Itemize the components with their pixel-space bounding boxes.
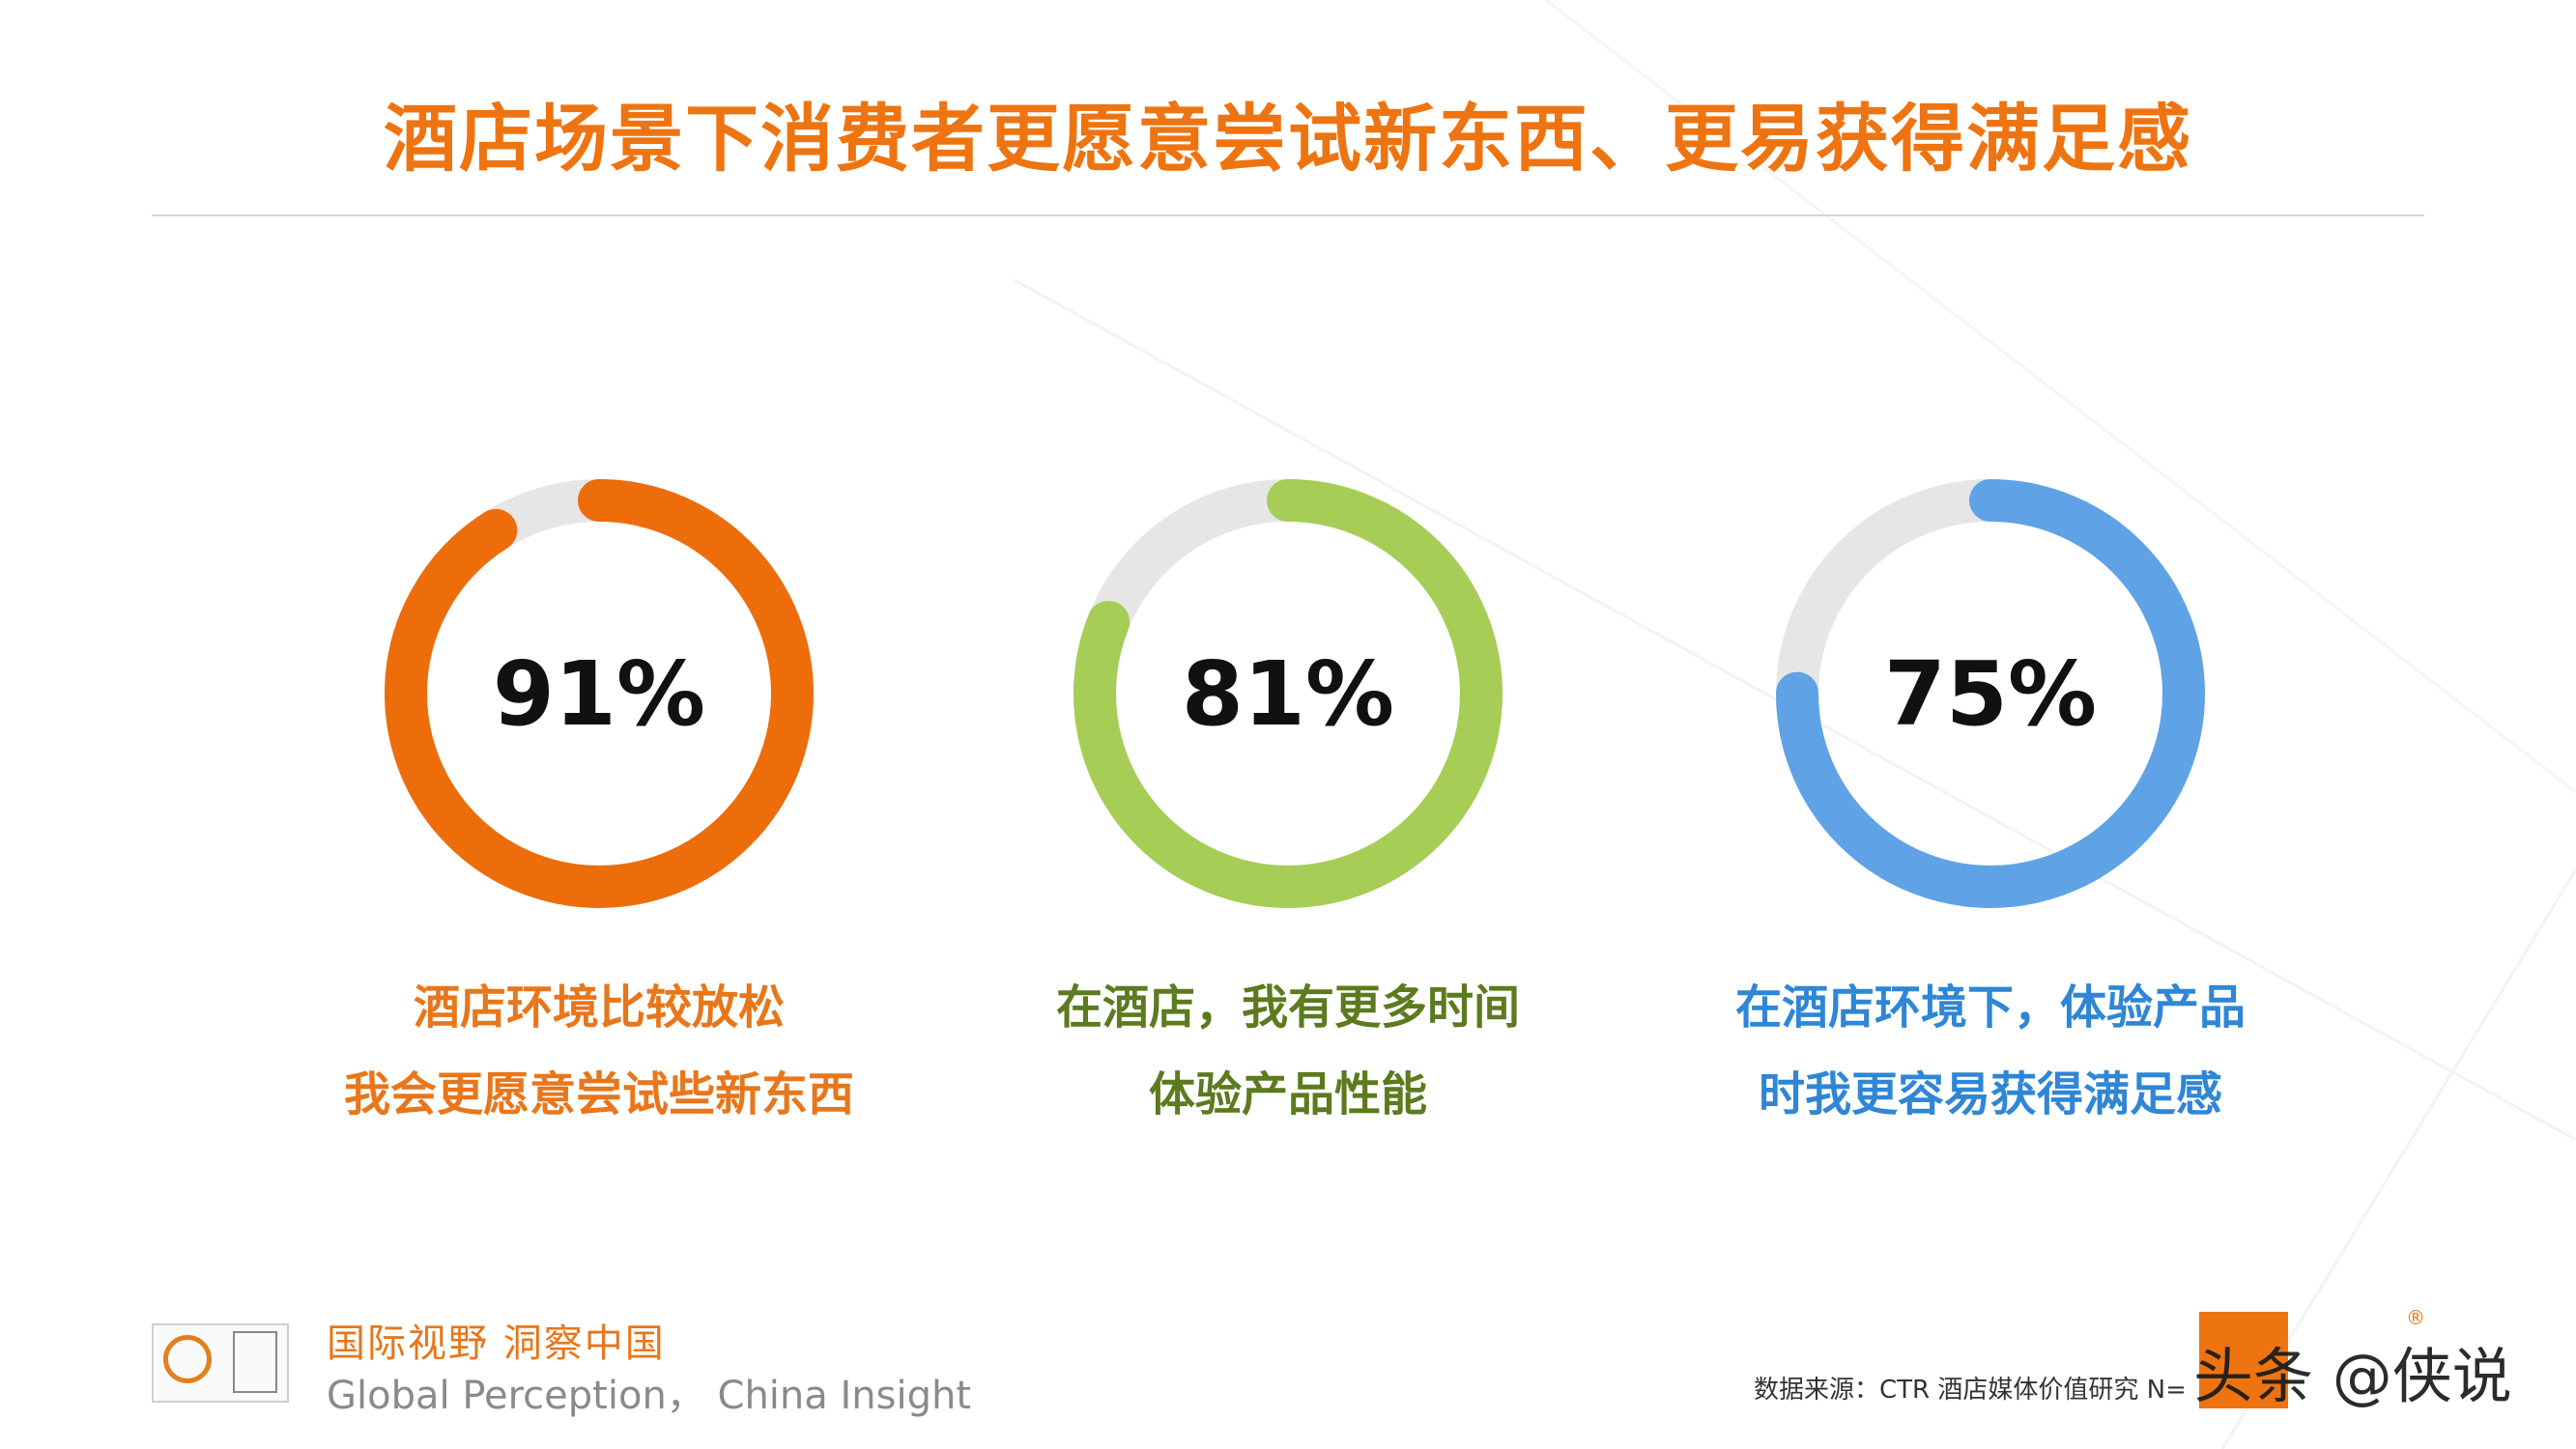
caption-1-line-2: 我会更愿意尝试些新东西 — [343, 1067, 854, 1122]
caption-2-line-2: 体验产品性能 — [1148, 1067, 1427, 1122]
data-source: 数据来源：CTR 酒店媒体价值研究 N= — [1754, 1376, 2187, 1405]
caption-2: 在酒店，我有更多时间 体验产品性能 — [979, 964, 1597, 1138]
donut-value-label-3: 75% — [1884, 642, 2097, 746]
caption-3-line-1: 在酒店环境下，体验产品 — [1734, 980, 2246, 1035]
ctr-logo-icon — [2199, 1312, 2288, 1408]
certification-badges — [152, 1323, 289, 1403]
slogan-english: Global Perception， China Insight — [327, 1374, 972, 1418]
donut-arc-1 — [385, 479, 814, 908]
donut-charts: 91% 81% 75% — [385, 479, 2205, 908]
donut-arc-3 — [1776, 479, 2205, 908]
donut-value-label-1: 91% — [493, 642, 705, 746]
slogan-chinese: 国际视野 洞察中国 — [327, 1321, 666, 1366]
title-divider — [152, 214, 2424, 216]
page-title: 酒店场景下消费者更愿意尝试新东西、更易获得满足感 — [384, 96, 2192, 182]
caption-1: 酒店环境比较放松我会更愿意尝试些新东西 — [290, 964, 908, 1138]
caption-3-line-2: 时我更容易获得满足感 — [1758, 1067, 2222, 1122]
caption-3: 在酒店环境下，体验产品 时我更容易获得满足感 — [1681, 964, 2300, 1138]
donut-arc-2 — [1073, 479, 1503, 908]
caption-1-line-1: 酒店环境比较放松 — [413, 980, 785, 1035]
watermark: 头条 @侠说 — [2193, 1341, 2512, 1411]
registered-mark-icon: ® — [2406, 1306, 2425, 1329]
sgs-badge-icon — [163, 1335, 212, 1383]
ukas-badge-icon — [233, 1331, 277, 1393]
donut-value-label-2: 81% — [1182, 642, 1394, 746]
caption-2-line-1: 在酒店，我有更多时间 — [1055, 980, 1520, 1035]
